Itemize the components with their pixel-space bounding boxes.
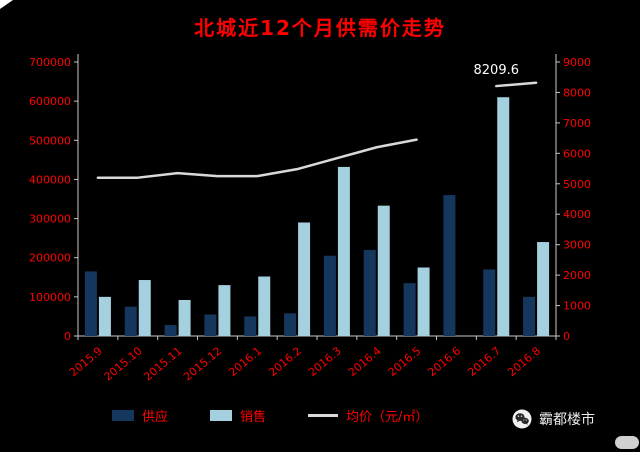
x-axis-category-label: 2016.7 [465,344,503,379]
x-axis-category-label: 2016.1 [226,344,264,379]
left-axis-tick-label: 100000 [29,291,71,304]
supply-bar [403,283,416,336]
chart-title: 北城近12个月供需价走势 [194,16,446,40]
right-axis-tick-label: 4000 [563,208,591,221]
right-axis-tick-label: 7000 [563,117,591,130]
price-annotation: 8209.6 [474,63,520,78]
x-axis-category-label: 2015.12 [181,344,224,383]
x-axis-category-label: 2015.9 [67,344,105,379]
legend-label-supply: 供应 [142,410,169,425]
left-axis-tick-label: 500000 [29,134,71,147]
left-axis-tick-label: 200000 [29,252,71,265]
right-axis-tick-label: 1000 [563,300,591,313]
supply-bar [84,271,97,336]
x-axis-category-label: 2016.8 [505,344,543,379]
supply-bar [164,325,177,336]
right-axis-tick-label: 5000 [563,178,591,191]
sales-swatch [210,410,233,421]
legend-label-price: 均价（元/㎡） [346,410,429,425]
price-line [495,81,538,88]
brand-name: 霸都楼市 [539,412,595,428]
chart-legend: 供应 销售 均价（元/㎡） [112,406,428,425]
price-trend-chart: 0 100000 200000 300000 400000 500000 600000 700… [29,54,591,384]
x-axis-category-label: 2016.3 [306,344,344,379]
legend-item-price: 均价（元/㎡） [308,406,428,425]
x-axis-category-label: 2016.2 [266,344,304,379]
legend-item-supply: 供应 [112,406,168,425]
sales-bar [377,205,390,336]
wechat-icon [512,409,532,429]
x-axis-category-label: 2016.5 [386,344,424,379]
legend-label-sales: 销售 [240,410,267,425]
sales-bar [537,242,550,336]
sales-bar [178,299,191,336]
left-axis-tick-label: 600000 [29,95,71,108]
sales-bar [417,267,430,336]
price-line-swatch [308,414,339,417]
supply-swatch [112,410,134,421]
supply-bar [363,249,376,336]
sales-bar [497,97,510,336]
right-axis-tick-label: 0 [563,330,570,343]
right-axis-tick-label: 8000 [563,86,591,99]
x-axis-category-label: 2015.10 [101,344,144,383]
supply-bar [443,195,456,336]
brand-footer: 霸都楼市 [512,409,595,429]
right-axis-tick-label: 9000 [563,56,591,69]
supply-bar [523,296,536,336]
x-axis-category-label: 2015.11 [141,344,184,383]
sales-bar [258,276,271,336]
supply-bar [483,269,496,336]
sales-bar [298,222,311,336]
left-axis-tick-label: 700000 [29,56,71,69]
scrollbar-corner [615,436,639,449]
x-axis-category-label: 2016.6 [425,344,463,379]
supply-bar [284,313,297,336]
x-axis-category-label: 2016.4 [346,344,384,379]
left-axis-tick-label: 300000 [29,213,71,226]
right-axis-tick-label: 6000 [563,147,591,160]
left-axis-tick-label: 0 [64,330,71,343]
supply-bar [204,314,217,336]
supply-bar [244,316,257,336]
sales-bar [218,285,231,336]
supply-bar [323,255,336,336]
left-axis-tick-label: 400000 [29,173,71,186]
right-axis-tick-label: 2000 [563,269,591,282]
sales-bar [138,280,151,336]
supply-bar [124,306,137,336]
sales-bar [98,296,111,336]
price-line [96,138,418,179]
legend-item-sales: 销售 [210,406,266,425]
right-axis-tick-label: 3000 [563,239,591,252]
corner-artifact [0,0,13,9]
sales-bar [337,166,350,336]
